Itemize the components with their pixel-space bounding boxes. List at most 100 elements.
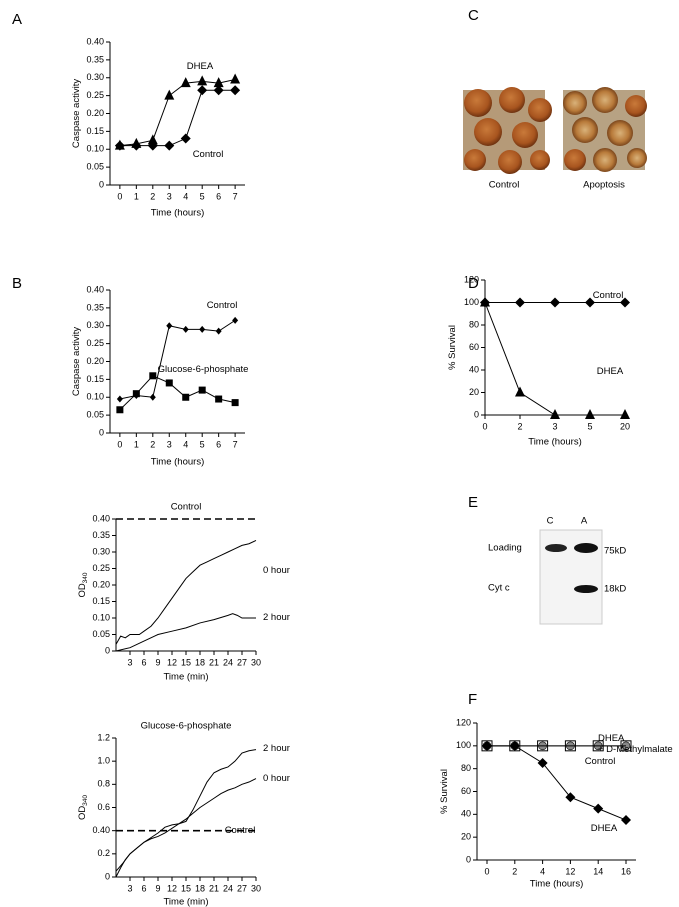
image-label: Apoptosis [583, 180, 625, 191]
y-tick-label: 0.2 [97, 848, 110, 858]
marker [215, 395, 223, 403]
series-label-box: Control [593, 290, 624, 301]
y-tick-label: 80 [461, 763, 471, 773]
y-tick-label: 60 [461, 786, 471, 796]
x-tick-label: 12 [167, 657, 177, 667]
x-axis-label: Time (hours) [151, 208, 205, 219]
western-blot [539, 529, 603, 625]
x-tick-label: 6 [141, 883, 146, 893]
y-axis-label: % Survival [447, 325, 458, 370]
y-tick-label: 0.20 [86, 108, 104, 118]
y-tick-label: 100 [456, 740, 471, 750]
panel-label: D [468, 275, 479, 292]
x-tick-label: 14 [593, 866, 603, 876]
series-label-box: Glucose-6-phosphate [157, 364, 249, 375]
series-label: DHEA [590, 823, 618, 834]
x-tick-label: 4 [540, 866, 545, 876]
y-tick-label: 20 [469, 387, 479, 397]
x-tick-label: 3 [552, 421, 557, 431]
marker [482, 740, 492, 751]
marker [147, 140, 158, 151]
x-tick-label: 16 [621, 866, 631, 876]
micrograph [563, 87, 647, 172]
marker [197, 75, 208, 86]
y-tick-label: 0.40 [86, 284, 104, 294]
x-tick-label: 12 [167, 883, 177, 893]
x-tick-label: 6 [141, 657, 146, 667]
x-tick-label: 24 [223, 657, 233, 667]
x-axis-label: Time (min) [163, 672, 208, 683]
marker [230, 73, 241, 84]
series-label-box: DHEA + D-Methylmalate [598, 733, 673, 755]
y-axis-label: Caspase activity [71, 327, 82, 396]
x-tick-label: 1 [134, 439, 139, 449]
series-label: DHEA [186, 61, 214, 72]
marker [164, 140, 175, 151]
x-tick-label: 24 [223, 883, 233, 893]
marker [149, 393, 156, 401]
y-tick-label: 0.40 [86, 36, 104, 46]
x-tick-label: 5 [587, 421, 592, 431]
x-tick-label: 15 [181, 883, 191, 893]
marker [515, 386, 525, 397]
y-tick-label: 60 [469, 342, 479, 352]
marker [132, 390, 140, 398]
x-tick-label: 6 [216, 191, 221, 201]
series-line [119, 89, 236, 147]
y-tick-label: 0.8 [97, 779, 110, 789]
y-tick-label: 120 [456, 717, 471, 727]
marker [215, 327, 222, 335]
marker [585, 409, 595, 419]
x-tick-label: 7 [233, 439, 238, 449]
y-tick-label: 0.30 [92, 546, 110, 556]
size-label: 18kD [604, 584, 626, 595]
series-label-box: Control [224, 825, 256, 836]
marker [198, 386, 206, 394]
marker [164, 89, 175, 100]
x-tick-label: 30 [251, 657, 261, 667]
marker [592, 740, 604, 752]
series-label-box: DHEA [590, 823, 618, 834]
y-tick-label: 40 [461, 809, 471, 819]
row-label: Loading [488, 543, 522, 554]
series-label: DHEA [596, 366, 624, 377]
y-tick-label: 0.05 [86, 162, 104, 172]
marker [509, 740, 520, 751]
x-tick-label: 3 [167, 439, 172, 449]
x-tick-label: 3 [127, 883, 132, 893]
micrograph [463, 87, 552, 174]
y-axis-label-subscript: 340 [82, 572, 89, 583]
marker [537, 740, 549, 752]
marker [620, 409, 630, 419]
y-tick-label: 0 [466, 854, 471, 864]
lane-label: A [581, 516, 588, 527]
marker [213, 77, 224, 88]
marker [550, 297, 560, 308]
series-label-box: Control [585, 756, 616, 767]
marker [593, 803, 604, 814]
y-tick-label: 0.40 [92, 825, 110, 835]
marker [621, 815, 631, 826]
y-tick-label: 0.35 [86, 302, 104, 312]
y-tick-label: 0.05 [92, 629, 110, 639]
panel-label: A [12, 11, 22, 28]
x-tick-label: 2 [517, 421, 522, 431]
series-label: 0 hour [263, 565, 290, 576]
y-axis-label: % Survival [439, 769, 450, 814]
series-line [115, 613, 256, 652]
y-tick-label: 0.35 [86, 54, 104, 64]
marker [182, 393, 190, 401]
y-tick-label: 0 [105, 871, 110, 881]
x-axis-label: Time (min) [163, 897, 208, 907]
series-label-box: 2 hour [263, 612, 290, 623]
series-label: Control [224, 825, 256, 836]
series-label-box: 0 hour [263, 565, 290, 576]
lane-label: C [547, 516, 554, 527]
y-axis-label-text: % Survival [439, 769, 450, 814]
y-tick-label: 0.35 [92, 530, 110, 540]
x-tick-label: 9 [155, 657, 160, 667]
marker [149, 372, 157, 380]
x-tick-label: 0 [117, 191, 122, 201]
series-label: Glucose-6-phosphate [157, 364, 249, 375]
